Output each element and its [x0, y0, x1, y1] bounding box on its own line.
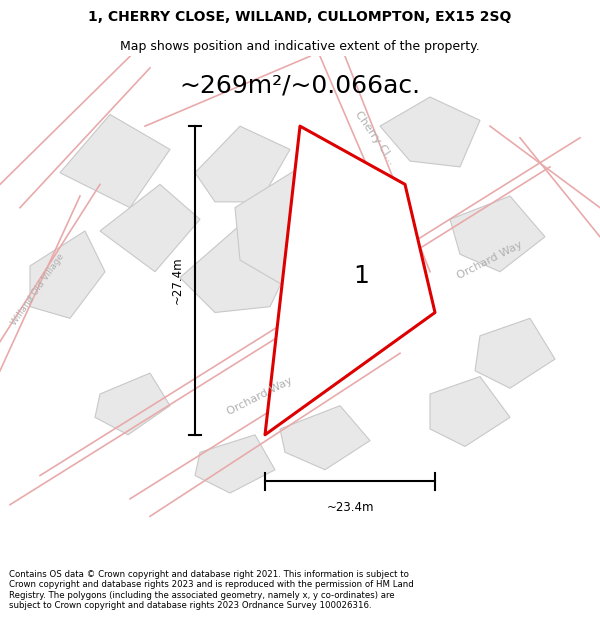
Text: 1, CHERRY CLOSE, WILLAND, CULLOMPTON, EX15 2SQ: 1, CHERRY CLOSE, WILLAND, CULLOMPTON, EX… [88, 9, 512, 24]
Polygon shape [180, 225, 295, 312]
Polygon shape [450, 196, 545, 272]
Text: Willand Old Village: Willand Old Village [10, 252, 66, 327]
Polygon shape [95, 373, 170, 435]
Polygon shape [380, 97, 480, 167]
Polygon shape [195, 126, 290, 202]
Polygon shape [30, 231, 105, 318]
Text: Orchard Way: Orchard Way [226, 376, 295, 417]
Polygon shape [100, 184, 200, 272]
Text: 1: 1 [353, 264, 369, 288]
Text: Contains OS data © Crown copyright and database right 2021. This information is : Contains OS data © Crown copyright and d… [9, 570, 414, 610]
Polygon shape [60, 114, 170, 208]
Text: Orchard Way: Orchard Way [455, 239, 524, 281]
Polygon shape [265, 126, 435, 435]
Text: Cherry Cl...: Cherry Cl... [353, 109, 397, 166]
Polygon shape [235, 161, 375, 289]
Text: Map shows position and indicative extent of the property.: Map shows position and indicative extent… [120, 40, 480, 52]
Text: ~27.4m: ~27.4m [170, 257, 184, 304]
Text: ~23.4m: ~23.4m [326, 501, 374, 514]
Polygon shape [280, 406, 370, 470]
Polygon shape [475, 318, 555, 388]
Text: ~269m²/~0.066ac.: ~269m²/~0.066ac. [179, 73, 421, 98]
Polygon shape [195, 435, 275, 493]
Polygon shape [430, 376, 510, 446]
